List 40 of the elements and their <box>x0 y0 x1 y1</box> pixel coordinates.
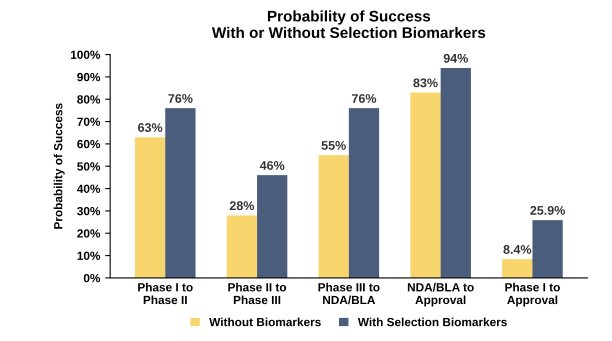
data-label: 94% <box>444 54 468 63</box>
y-tick-label: 90% <box>77 72 100 82</box>
bar <box>165 108 196 278</box>
bar <box>440 68 471 278</box>
bar <box>226 215 258 278</box>
bar <box>257 175 288 278</box>
y-tick-label: 70% <box>77 118 100 126</box>
x-tick-label: Phase I to Approval <box>505 282 560 306</box>
y-tick-label: 0% <box>84 274 100 282</box>
data-label: 8.4% <box>503 245 532 254</box>
data-label: 46% <box>260 161 284 170</box>
x-tick-label: Phase II to Phase III <box>228 282 286 304</box>
bar <box>532 220 563 278</box>
y-tick-label: 40% <box>76 184 100 193</box>
y-tick-label: 10% <box>78 252 100 260</box>
chart-title: Probability of Success With or Without Selection Biomarkers <box>212 10 486 38</box>
x-tick-label: Phase I to Phase II <box>138 282 193 304</box>
bar <box>318 155 349 278</box>
y-tick-label: 50% <box>77 162 100 171</box>
legend-label: With Selection Biomarkers <box>358 318 507 326</box>
bar <box>410 92 441 278</box>
y-tick-label: 20% <box>77 229 100 238</box>
y-tick-label: 80% <box>77 95 100 104</box>
data-label: 25.9% <box>530 206 565 215</box>
data-label: 55% <box>322 141 346 150</box>
y-tick-label: 30% <box>77 206 100 216</box>
legend-label: Without Biomarkers <box>209 318 321 326</box>
x-tick-label: Phase III to NDA/BLA <box>318 282 380 304</box>
data-label: 76% <box>352 94 376 103</box>
data-label: 63% <box>138 123 162 132</box>
bar <box>502 259 532 278</box>
y-tick-label: 60% <box>77 140 100 148</box>
data-label: 28% <box>230 201 254 210</box>
y-axis-title: Probability of Success <box>54 103 65 229</box>
data-label: 76% <box>168 94 193 103</box>
x-tick-label: NDA/BLA to Approval <box>408 282 474 306</box>
data-label: 83% <box>413 78 438 88</box>
bar <box>348 108 380 278</box>
y-tick-label: 100% <box>70 50 100 59</box>
bar <box>134 137 166 278</box>
